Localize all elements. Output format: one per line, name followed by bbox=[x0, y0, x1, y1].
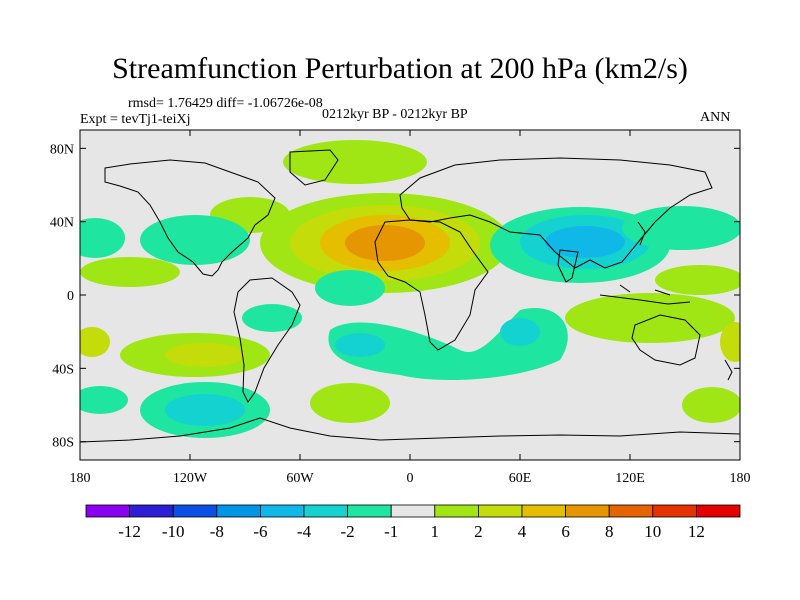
colorbar-label: 4 bbox=[518, 522, 527, 541]
colorbar-label: 1 bbox=[431, 522, 440, 541]
colorbar-swatch bbox=[521, 504, 566, 518]
colorbar-label: -12 bbox=[118, 522, 141, 541]
contour-sio-negative-2 bbox=[500, 318, 540, 346]
x-tick-label: 60W bbox=[286, 471, 314, 486]
coastline-india bbox=[557, 249, 579, 283]
contour-atlantic-positive-8 bbox=[345, 225, 425, 261]
colorbar-label: -2 bbox=[341, 522, 355, 541]
x-tick-label: 180 bbox=[70, 471, 91, 486]
contour-so-positive-e bbox=[682, 387, 740, 423]
colorbar-swatch bbox=[608, 504, 654, 518]
colorbar-label: 8 bbox=[605, 522, 614, 541]
colorbar-label: -1 bbox=[384, 522, 398, 541]
colorbar-swatch bbox=[565, 504, 610, 518]
coastline-greenland bbox=[289, 149, 339, 186]
colorbar-label: -10 bbox=[162, 522, 185, 541]
contour-so-negative-2 bbox=[165, 394, 245, 426]
contour-so-negative-w bbox=[80, 386, 128, 414]
colorbar-swatch bbox=[347, 504, 392, 518]
colorbar-swatch bbox=[303, 504, 348, 518]
colorbar: -12 -10 -8 -6 -4 -2 -1 1 2 4 6 8 10 12 bbox=[85, 504, 741, 541]
map-title: Streamfunction Perturbation at 200 hPa (… bbox=[112, 52, 688, 85]
colorbar-label: -6 bbox=[253, 522, 267, 541]
colorbar-swatch bbox=[696, 504, 741, 518]
colorbar-swatch bbox=[129, 504, 174, 518]
coastline-newzealand bbox=[724, 359, 733, 381]
colorbar-swatch bbox=[216, 504, 261, 518]
contour-satl-negative-2 bbox=[335, 333, 385, 357]
contour-tatl-negative bbox=[315, 270, 385, 306]
stats-text: rmsd= 1.76429 diff= -1.06726e-08 bbox=[128, 96, 323, 111]
contour-pacific-negative-e bbox=[140, 215, 250, 265]
season-label: ANN bbox=[700, 110, 731, 125]
colorbar-label: -8 bbox=[210, 522, 224, 541]
colorbar-label: -4 bbox=[297, 522, 312, 541]
x-tick-label: 120W bbox=[173, 471, 208, 486]
coastline-south-america bbox=[233, 277, 301, 403]
contour-sam-negative bbox=[242, 304, 302, 332]
colorbar-swatch bbox=[172, 504, 218, 518]
coastline-north-america bbox=[104, 159, 276, 277]
colorbar-swatch bbox=[434, 504, 479, 518]
coastline-japan bbox=[637, 221, 646, 246]
contour-field bbox=[80, 140, 740, 438]
contour-npacific-negative bbox=[622, 206, 740, 250]
y-tick-label: 40N bbox=[50, 216, 74, 231]
contour-swp-positive bbox=[80, 327, 110, 357]
contour-arctic-positive bbox=[283, 140, 427, 184]
x-tick-label: 60E bbox=[509, 471, 532, 486]
colorbar-swatch bbox=[652, 504, 697, 518]
contour-pacific-positive bbox=[80, 257, 180, 287]
y-tick-label: 0 bbox=[67, 289, 74, 304]
coastline-africa bbox=[374, 219, 489, 351]
x-tick-label: 180 bbox=[730, 471, 751, 486]
colorbar-label: 6 bbox=[561, 522, 570, 541]
colorbar-label: 12 bbox=[688, 522, 705, 541]
colorbar-swatch bbox=[390, 504, 436, 518]
period-label: 0212kyr BP - 0212kyr BP bbox=[322, 107, 468, 122]
y-tick-label: 80S bbox=[52, 436, 74, 451]
contour-sep-positive-4 bbox=[165, 343, 245, 367]
coastline-australia bbox=[631, 314, 701, 366]
coastline-indonesia bbox=[599, 284, 691, 305]
coastline-antarctica bbox=[80, 417, 740, 443]
experiment-label: Expt = tevTj1-teiXj bbox=[80, 112, 191, 127]
y-tick-label: 80N bbox=[50, 142, 74, 157]
colorbar-swatch bbox=[85, 504, 130, 518]
contour-indonesia-positive bbox=[565, 293, 735, 343]
colorbar-label: 10 bbox=[644, 522, 661, 541]
x-axis: 180 120W 60W 0 60E 120E 180 bbox=[70, 130, 751, 486]
contour-pacific-negative-w bbox=[80, 218, 125, 258]
coastlines bbox=[80, 149, 740, 443]
contour-wpacific-positive-n bbox=[655, 265, 740, 295]
colorbar-swatch bbox=[259, 504, 305, 518]
colorbar-label: 2 bbox=[474, 522, 483, 541]
contour-so-positive bbox=[310, 383, 390, 423]
x-tick-label: 0 bbox=[407, 471, 414, 486]
x-tick-label: 120E bbox=[615, 471, 645, 486]
colorbar-swatch bbox=[477, 504, 523, 518]
contour-asia-negative-4 bbox=[545, 226, 625, 258]
contour-east-positive bbox=[720, 322, 740, 362]
y-tick-label: 40S bbox=[52, 362, 74, 377]
y-axis: 80N 40N 0 40S 80S bbox=[50, 142, 740, 451]
coastline-eurasia bbox=[399, 157, 713, 269]
